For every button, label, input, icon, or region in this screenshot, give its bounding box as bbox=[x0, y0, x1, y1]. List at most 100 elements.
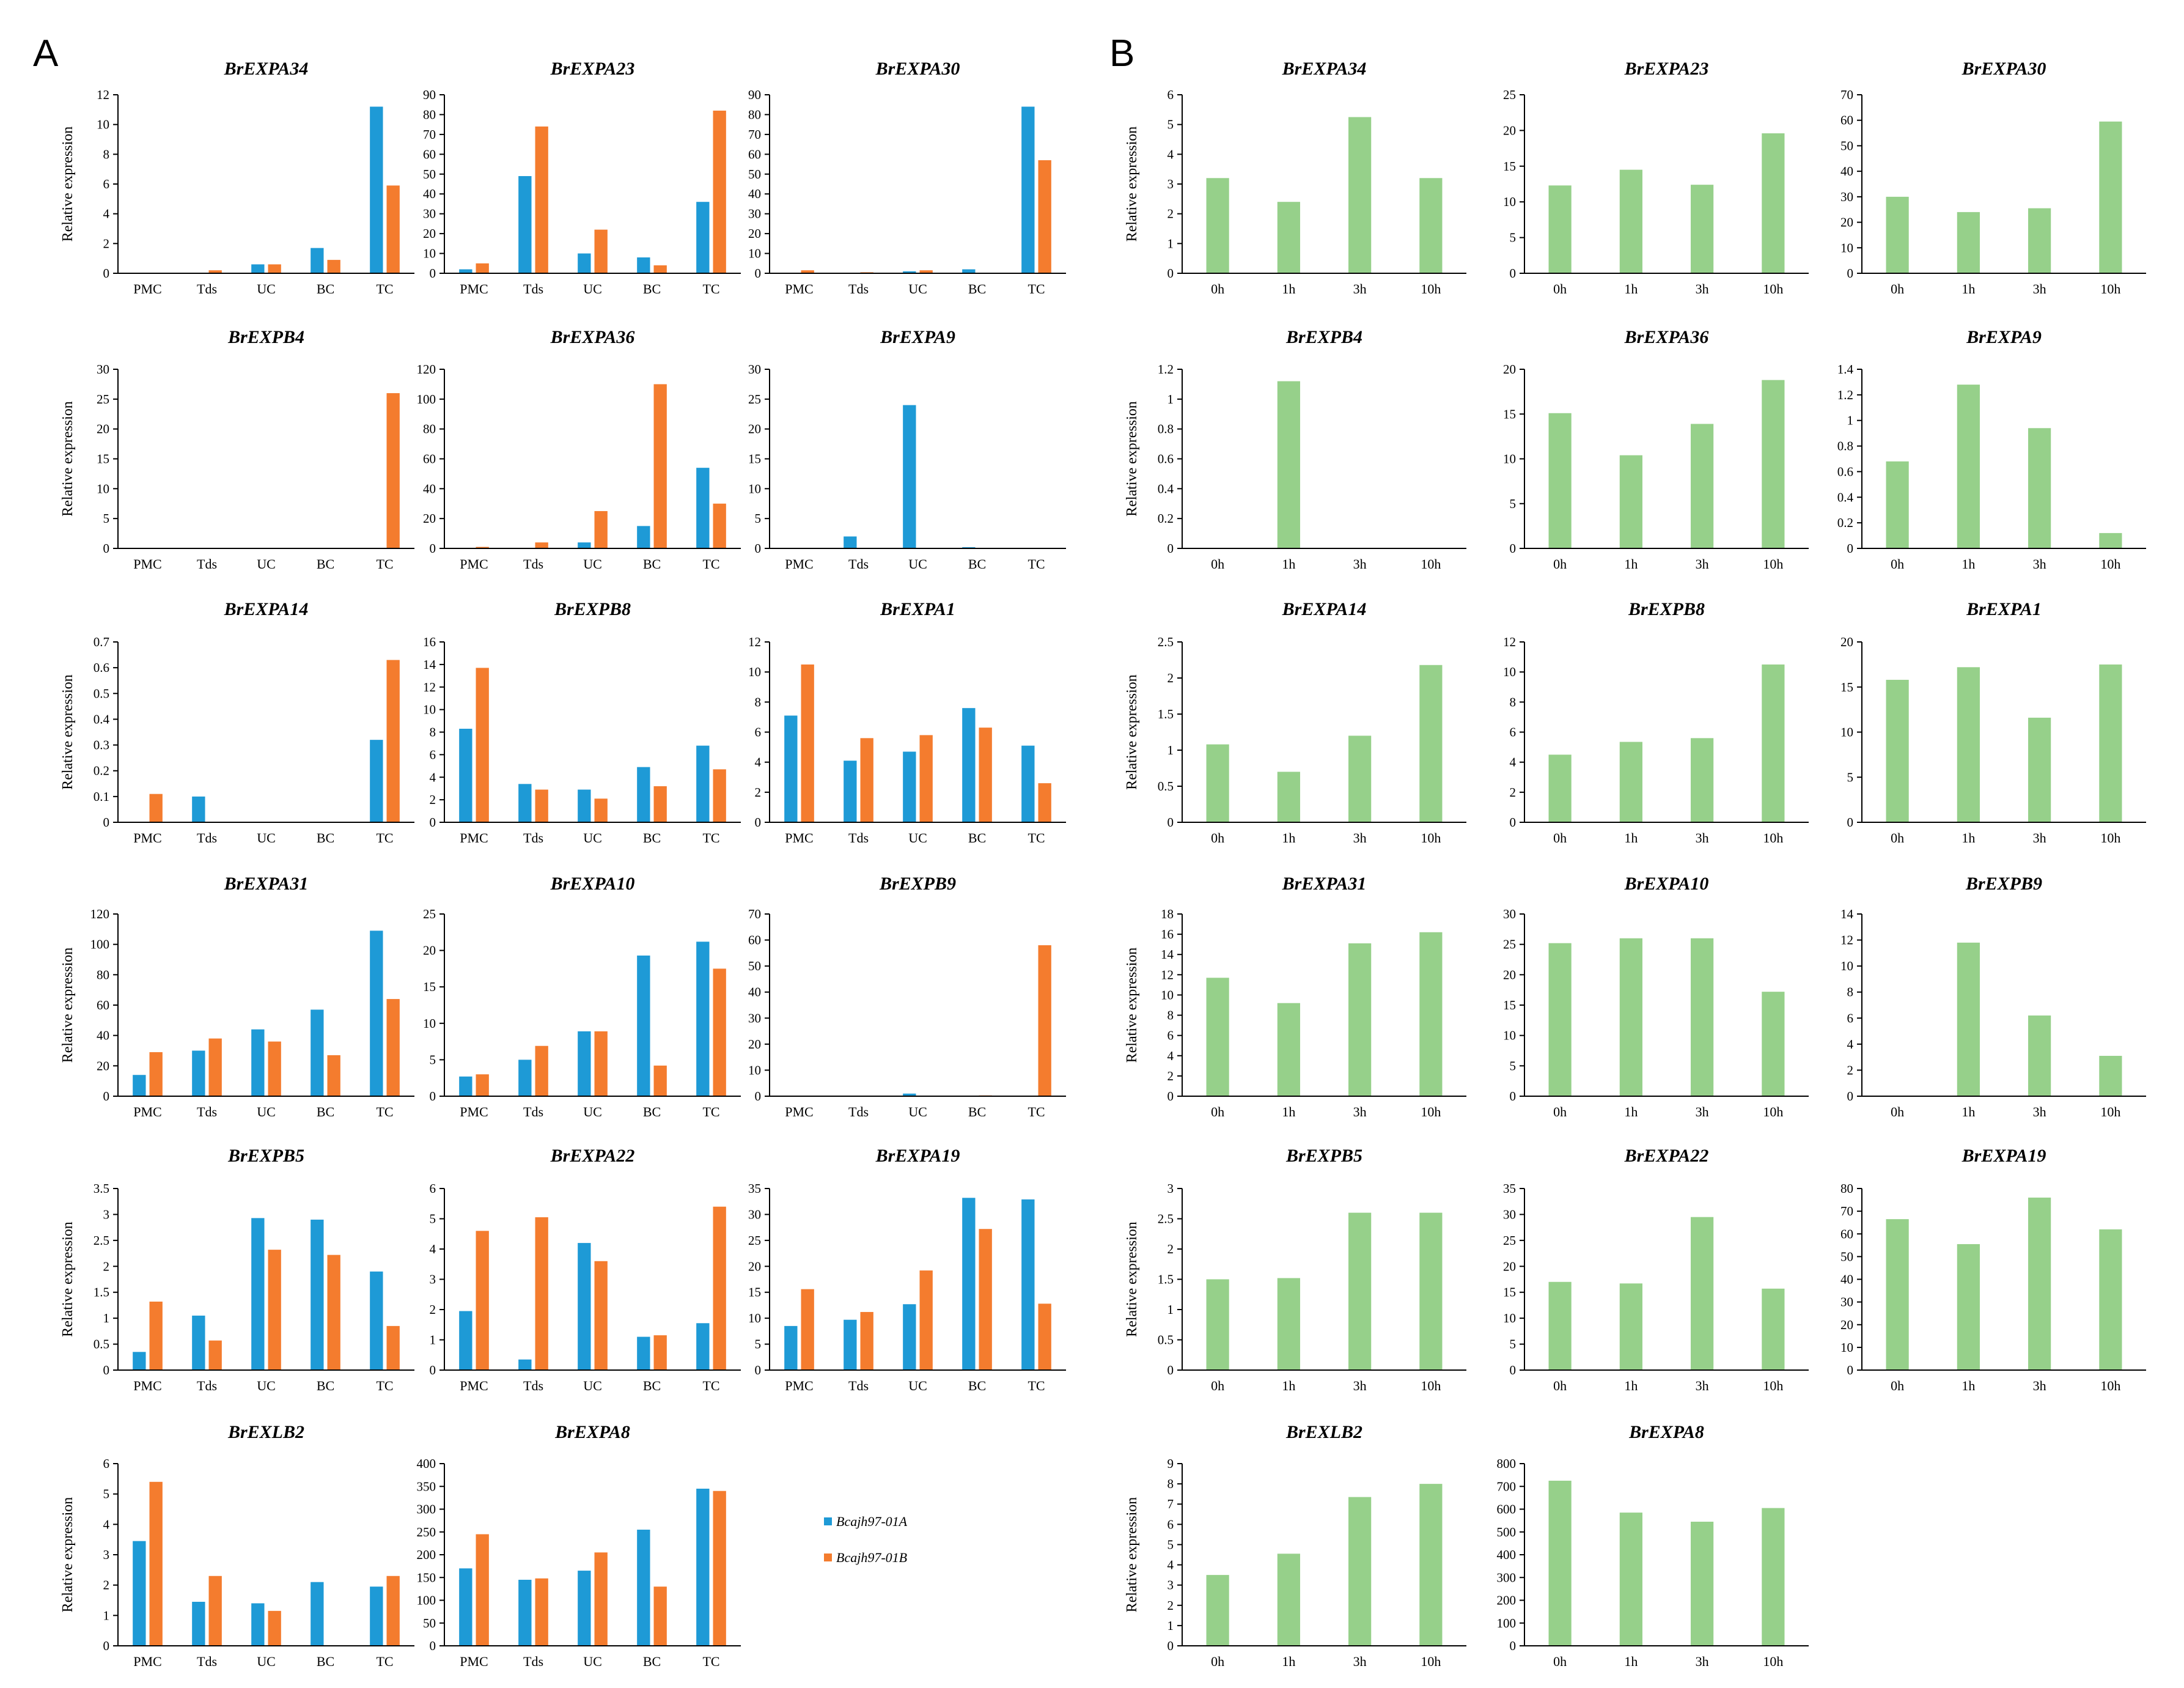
y-tick-label: 50 bbox=[423, 1616, 436, 1631]
bar-bcajh97-01a-tds bbox=[192, 1315, 205, 1370]
y-tick-label: 14 bbox=[1161, 947, 1174, 962]
y-tick-label: 700 bbox=[1497, 1479, 1517, 1494]
x-tick-label-0h: 0h bbox=[1211, 1654, 1224, 1669]
y-tick-label: 50 bbox=[748, 167, 761, 182]
y-tick-label: 10 bbox=[97, 117, 109, 132]
bar-expression-0h bbox=[1886, 461, 1909, 548]
y-tick-label: 0 bbox=[430, 266, 436, 281]
x-tick-label-uc: UC bbox=[257, 281, 276, 297]
panel-letter-a: A bbox=[33, 32, 59, 75]
bar-expression-1h bbox=[1957, 942, 1980, 1096]
y-tick-label: 5 bbox=[1510, 230, 1517, 245]
y-tick-label: 12 bbox=[97, 87, 109, 102]
x-tick-label-bc: BC bbox=[968, 281, 986, 297]
y-tick-label: 10 bbox=[1840, 1340, 1853, 1355]
bar-bcajh97-01b-pmc bbox=[476, 1534, 489, 1646]
bar-bcajh97-01b-bc bbox=[653, 1335, 667, 1370]
chart-a-brexpb9: BrEXPB9 0 10 20 30 40 50 60 70 PMC Tds UC BC TC bbox=[748, 874, 1066, 1119]
y-tick-label: 20 bbox=[1503, 967, 1516, 982]
bar-bcajh97-01b-bc bbox=[327, 1055, 340, 1096]
x-tick-label-tc: TC bbox=[376, 281, 393, 297]
x-tick-label-0h: 0h bbox=[1553, 830, 1567, 846]
y-tick-label: 15 bbox=[1503, 159, 1516, 174]
bar-bcajh97-01a-pmc bbox=[133, 1541, 146, 1646]
chart-a-brexpa9: BrEXPA9 0 5 10 15 20 25 30 PMC Tds UC BC TC bbox=[748, 327, 1066, 572]
x-tick-label-tc: TC bbox=[1028, 281, 1045, 297]
y-tick-label: 10 bbox=[1503, 194, 1516, 209]
bar-expression-0h bbox=[1886, 196, 1909, 273]
x-tick-label-tds: Tds bbox=[523, 1378, 543, 1393]
y-tick-label: 400 bbox=[417, 1456, 436, 1471]
x-tick-label-1h: 1h bbox=[1962, 281, 1975, 297]
y-tick-label: 2 bbox=[1510, 785, 1517, 800]
chart-b-brexpa9: BrEXPA9 0 0.2 0.4 0.6 0.8 1 1.2 1.4 0h 1h 3h 10h bbox=[1837, 327, 2146, 572]
bar-expression-3h bbox=[2028, 1197, 2051, 1370]
x-tick-label-pmc: PMC bbox=[785, 281, 813, 297]
y-tick-label: 70 bbox=[1840, 87, 1853, 102]
x-tick-label-10h: 10h bbox=[1763, 1104, 1783, 1119]
x-tick-label-1h: 1h bbox=[1282, 1104, 1295, 1119]
bar-expression-3h bbox=[2028, 1015, 2051, 1096]
bar-expression-1h bbox=[1619, 742, 1642, 822]
x-tick-label-tds: Tds bbox=[523, 281, 543, 297]
x-tick-label-uc: UC bbox=[908, 281, 927, 297]
y-tick-label: 4 bbox=[1847, 1037, 1854, 1052]
bar-expression-10h bbox=[1419, 1212, 1443, 1370]
x-tick-label-tc: TC bbox=[1028, 1104, 1045, 1119]
y-tick-label: 90 bbox=[748, 87, 761, 102]
bar-bcajh97-01a-pmc bbox=[459, 1076, 472, 1096]
bar-bcajh97-01a-pmc bbox=[459, 728, 472, 822]
y-tick-label: 80 bbox=[1840, 1181, 1853, 1196]
chart-title: BrEXPB9 bbox=[879, 874, 956, 894]
y-tick-label: 4 bbox=[103, 207, 110, 221]
bar-bcajh97-01b-uc bbox=[919, 270, 933, 273]
y-tick-label: 5 bbox=[1510, 496, 1517, 511]
bar-expression-0h bbox=[1206, 1279, 1229, 1370]
y-tick-label: 300 bbox=[1497, 1570, 1517, 1585]
bar-bcajh97-01b-pmc bbox=[476, 1231, 489, 1370]
x-tick-label-bc: BC bbox=[317, 281, 334, 297]
bar-bcajh97-01a-bc bbox=[637, 257, 650, 273]
y-tick-label: 0.6 bbox=[1837, 464, 1853, 479]
x-tick-label-tc: TC bbox=[702, 556, 719, 572]
chart-b-brexpa31: BrEXPA31 Relative expression 0 2 4 6 8 10 12 14 16… bbox=[1124, 874, 1466, 1119]
y-tick-label: 250 bbox=[417, 1525, 436, 1539]
bar-bcajh97-01b-uc bbox=[594, 1552, 608, 1646]
x-tick-label-0h: 0h bbox=[1891, 281, 1904, 297]
x-tick-label-10h: 10h bbox=[1421, 556, 1441, 572]
x-tick-label-bc: BC bbox=[643, 1378, 661, 1393]
x-tick-label-1h: 1h bbox=[1962, 556, 1975, 572]
bar-expression-10h bbox=[1419, 178, 1443, 273]
bar-expression-3h bbox=[1691, 185, 1714, 273]
y-tick-label: 20 bbox=[1840, 635, 1853, 649]
y-tick-label: 3 bbox=[430, 1272, 436, 1287]
x-tick-label-0h: 0h bbox=[1891, 1378, 1904, 1393]
bar-bcajh97-01a-bc bbox=[637, 955, 650, 1096]
y-tick-label: 20 bbox=[1503, 1259, 1516, 1273]
bar-bcajh97-01b-uc bbox=[594, 1031, 608, 1096]
x-tick-label-pmc: PMC bbox=[460, 1654, 488, 1669]
y-tick-label: 0 bbox=[103, 815, 110, 830]
y-tick-label: 20 bbox=[748, 422, 761, 437]
y-axis-label: Relative expression bbox=[1124, 948, 1140, 1063]
chart-a-brexpa14: BrEXPA14 Relative expression 0 0.1 0.2 0.3 0.4… bbox=[60, 599, 414, 846]
chart-b-brexpb8: BrEXPB8 0 2 4 6 8 10 12 0h 1h 3h 10h bbox=[1503, 599, 1809, 846]
y-tick-label: 0 bbox=[1167, 1363, 1174, 1377]
y-tick-label: 200 bbox=[417, 1547, 436, 1562]
bar-expression-0h bbox=[1548, 943, 1572, 1096]
y-tick-label: 0.5 bbox=[94, 686, 109, 701]
y-tick-label: 0 bbox=[1847, 815, 1854, 830]
y-tick-label: 2 bbox=[1167, 1069, 1174, 1083]
y-tick-label: 30 bbox=[748, 1207, 761, 1222]
bar-expression-3h bbox=[1348, 117, 1372, 273]
bar-expression-3h bbox=[1348, 735, 1372, 822]
bar-expression-10h bbox=[2099, 664, 2122, 822]
bar-expression-3h bbox=[2028, 208, 2051, 273]
x-tick-label-0h: 0h bbox=[1553, 1378, 1567, 1393]
bar-expression-3h bbox=[1691, 938, 1714, 1096]
y-tick-label: 1 bbox=[1167, 743, 1174, 757]
bar-bcajh97-01b-tc bbox=[1038, 160, 1051, 273]
y-tick-label: 40 bbox=[423, 481, 436, 496]
x-tick-label-pmc: PMC bbox=[460, 1378, 488, 1393]
x-tick-label-uc: UC bbox=[583, 830, 602, 846]
